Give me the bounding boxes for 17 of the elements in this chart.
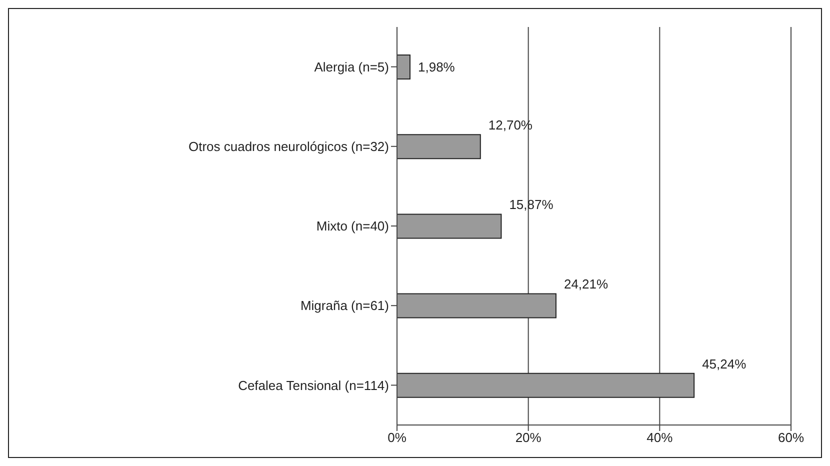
y-tick-label: Cefalea Tensional (n=114): [238, 378, 389, 393]
bar: [397, 54, 410, 80]
y-tick-label: Mixto (n=40): [316, 218, 389, 234]
x-tick-label: 20%: [515, 430, 542, 446]
data-label: 1,98%: [418, 60, 456, 74]
x-tick-label: 40%: [646, 430, 674, 446]
y-tick-label: Migraña (n=61): [300, 298, 389, 314]
y-tick-label: Otros cuadros neurológicos (n=32): [188, 139, 389, 154]
bar: [397, 293, 556, 318]
x-tick-label: 60%: [778, 430, 804, 446]
data-label: 45,24%: [702, 356, 747, 372]
bar: [397, 134, 481, 160]
x-tick-label: 0%: [388, 430, 407, 446]
bar: [397, 372, 695, 398]
bar: [397, 214, 502, 239]
y-tick-label: Alergia (n=5): [314, 59, 389, 74]
data-label: 24,21%: [564, 276, 609, 292]
